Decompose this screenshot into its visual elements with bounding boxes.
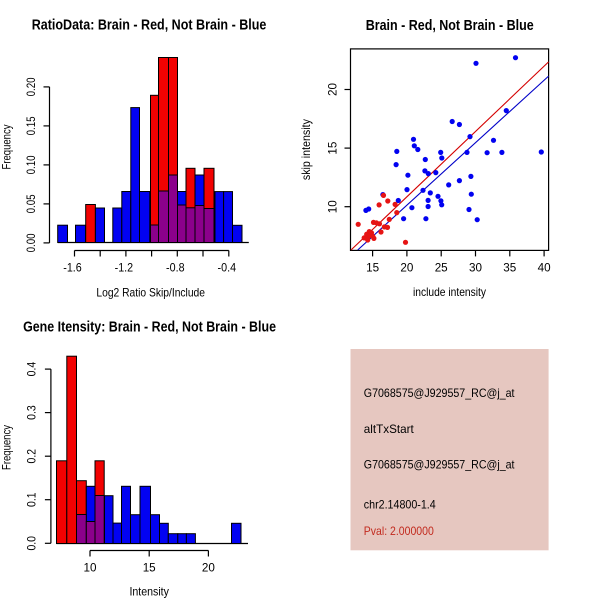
svg-text:10: 10: [84, 561, 97, 575]
svg-text:15: 15: [366, 261, 379, 275]
svg-text:include intensity: include intensity: [413, 285, 486, 299]
svg-text:20: 20: [202, 561, 215, 575]
svg-text:Brain - Red, Not Brain - Blue: Brain - Red, Not Brain - Blue: [366, 18, 534, 34]
svg-text:0.0: 0.0: [25, 536, 39, 551]
svg-text:0.15: 0.15: [24, 116, 38, 135]
svg-text:0.1: 0.1: [25, 492, 39, 507]
svg-text:Pval: 2.000000: Pval: 2.000000: [364, 524, 434, 538]
svg-text:RatioData: Brain - Red, Not Br: RatioData: Brain - Red, Not Brain - Blue: [32, 18, 267, 34]
svg-text:15: 15: [326, 141, 340, 154]
svg-text:-0.4: -0.4: [218, 261, 237, 275]
svg-text:0.4: 0.4: [25, 362, 39, 377]
svg-text:0.2: 0.2: [25, 449, 39, 464]
svg-text:skip intensity: skip intensity: [299, 119, 313, 180]
svg-text:15: 15: [143, 561, 156, 575]
svg-text:0.3: 0.3: [25, 405, 39, 420]
svg-text:-0.8: -0.8: [166, 261, 185, 275]
svg-text:Log2 Ratio Skip/Include: Log2 Ratio Skip/Include: [96, 286, 205, 300]
svg-text:G7068575@J929557_RC@j_at: G7068575@J929557_RC@j_at: [364, 386, 515, 400]
svg-text:Intensity: Intensity: [129, 585, 169, 599]
svg-text:40: 40: [538, 261, 551, 275]
svg-text:0.20: 0.20: [24, 77, 38, 96]
svg-text:30: 30: [469, 261, 482, 275]
svg-text:10: 10: [326, 200, 340, 213]
svg-text:-1.2: -1.2: [115, 261, 134, 275]
svg-text:0.00: 0.00: [24, 233, 38, 252]
svg-text:altTxStart: altTxStart: [364, 422, 415, 436]
svg-text:Frequency: Frequency: [0, 425, 14, 470]
svg-text:35: 35: [503, 261, 516, 275]
svg-text:-1.6: -1.6: [63, 261, 82, 275]
svg-text:20: 20: [400, 261, 413, 275]
svg-text:20: 20: [326, 83, 340, 96]
svg-text:0.10: 0.10: [24, 155, 38, 174]
svg-text:0.05: 0.05: [24, 194, 38, 213]
svg-text:25: 25: [435, 261, 448, 275]
svg-text:Gene Itensity: Brain - Red, No: Gene Itensity: Brain - Red, Not Brain - …: [23, 320, 276, 336]
svg-text:chr2.14800-1.4: chr2.14800-1.4: [364, 497, 436, 511]
svg-text:Frequency: Frequency: [0, 125, 14, 170]
svg-text:G7068575@J929557_RC@j_at: G7068575@J929557_RC@j_at: [364, 457, 515, 471]
